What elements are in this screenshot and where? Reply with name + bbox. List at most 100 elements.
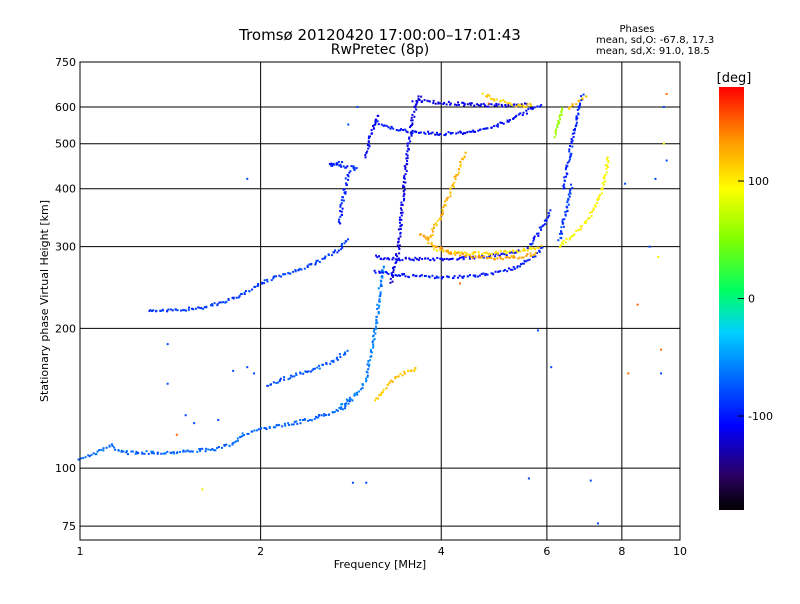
- trace-point: [457, 101, 460, 104]
- scatter-point: [351, 481, 354, 484]
- trace-point: [367, 368, 370, 371]
- trace-point: [293, 375, 296, 378]
- trace-point: [224, 301, 227, 304]
- trace-point: [605, 171, 608, 174]
- trace-point: [432, 257, 435, 260]
- trace-point: [323, 256, 326, 259]
- trace-point: [299, 372, 302, 375]
- trace-point: [568, 191, 571, 194]
- trace-point: [415, 258, 418, 261]
- trace-point: [573, 132, 576, 135]
- trace-point: [392, 268, 395, 271]
- trace-point: [559, 118, 562, 121]
- trace-point: [171, 309, 174, 312]
- trace-point: [404, 166, 407, 169]
- trace-point: [601, 187, 604, 190]
- trace-point: [484, 104, 487, 107]
- trace-point: [564, 241, 567, 244]
- trace-point: [568, 107, 571, 110]
- trace-point: [562, 225, 565, 228]
- trace-point: [532, 247, 535, 250]
- trace-point: [88, 455, 91, 458]
- trace-point: [525, 254, 528, 257]
- trace-point: [427, 132, 430, 135]
- trace-point: [375, 254, 378, 257]
- trace-point: [222, 301, 225, 304]
- trace-point: [411, 258, 414, 261]
- trace-point: [495, 105, 498, 108]
- trace-point: [518, 256, 521, 259]
- trace-point: [571, 234, 574, 237]
- trace-point: [295, 373, 298, 376]
- trace-point: [557, 119, 560, 122]
- trace-point: [576, 108, 579, 111]
- trace-point: [502, 250, 505, 253]
- trace-point: [344, 240, 347, 243]
- trace-point: [401, 203, 404, 206]
- trace-point: [540, 244, 543, 247]
- trace-point: [169, 308, 172, 311]
- trace-point: [284, 424, 287, 427]
- trace-point: [290, 423, 293, 426]
- trace-point: [372, 343, 375, 346]
- trace-point: [323, 413, 326, 416]
- trace-point: [559, 113, 562, 116]
- trace-point: [499, 257, 502, 260]
- trace-point: [575, 116, 578, 119]
- trace-point: [400, 208, 403, 211]
- trace-point: [391, 280, 394, 283]
- trace-point: [379, 291, 382, 294]
- trace-point: [212, 449, 215, 452]
- trace-point: [575, 229, 578, 232]
- trace-point: [442, 276, 445, 279]
- trace-point: [563, 176, 566, 179]
- trace-point: [344, 191, 347, 194]
- trace-point: [449, 191, 452, 194]
- trace-point: [540, 226, 543, 229]
- trace-point: [403, 186, 406, 189]
- trace-point: [243, 434, 246, 437]
- trace-point: [289, 374, 292, 377]
- trace-point: [378, 304, 381, 307]
- trace-point: [565, 175, 568, 178]
- trace-point: [348, 171, 351, 174]
- trace-point: [376, 256, 379, 259]
- trace-point: [411, 132, 414, 135]
- trace-point: [370, 129, 373, 132]
- trace-point: [533, 253, 536, 256]
- trace-point: [435, 275, 438, 278]
- trace-point: [560, 231, 563, 234]
- trace-point: [221, 446, 224, 449]
- trace-point: [506, 270, 509, 273]
- trace-point: [403, 273, 406, 276]
- trace-point: [604, 173, 607, 176]
- scatter-point: [347, 123, 350, 126]
- trace-point: [443, 101, 446, 104]
- trace-point: [467, 253, 470, 256]
- trace-point: [512, 266, 515, 269]
- trace-point: [507, 267, 510, 270]
- trace-point: [190, 450, 193, 453]
- trace-point: [472, 252, 475, 255]
- trace-point: [341, 161, 344, 164]
- trace-point: [382, 124, 385, 127]
- trace-point: [394, 262, 397, 265]
- trace-point: [105, 446, 108, 449]
- trace-point: [579, 225, 582, 228]
- trace-point: [325, 362, 328, 365]
- trace-point: [481, 252, 484, 255]
- trace-point: [566, 165, 569, 168]
- trace-point: [415, 103, 418, 106]
- trace-point: [418, 275, 421, 278]
- trace-point: [531, 242, 534, 245]
- trace-point: [387, 272, 390, 275]
- trace-point: [430, 242, 433, 245]
- trace-point: [355, 167, 358, 170]
- trace-point: [522, 247, 525, 250]
- scatter-point: [193, 422, 196, 425]
- trace-point: [333, 163, 336, 166]
- trace-point: [403, 192, 406, 195]
- trace-point: [302, 372, 305, 375]
- trace-point: [486, 252, 489, 255]
